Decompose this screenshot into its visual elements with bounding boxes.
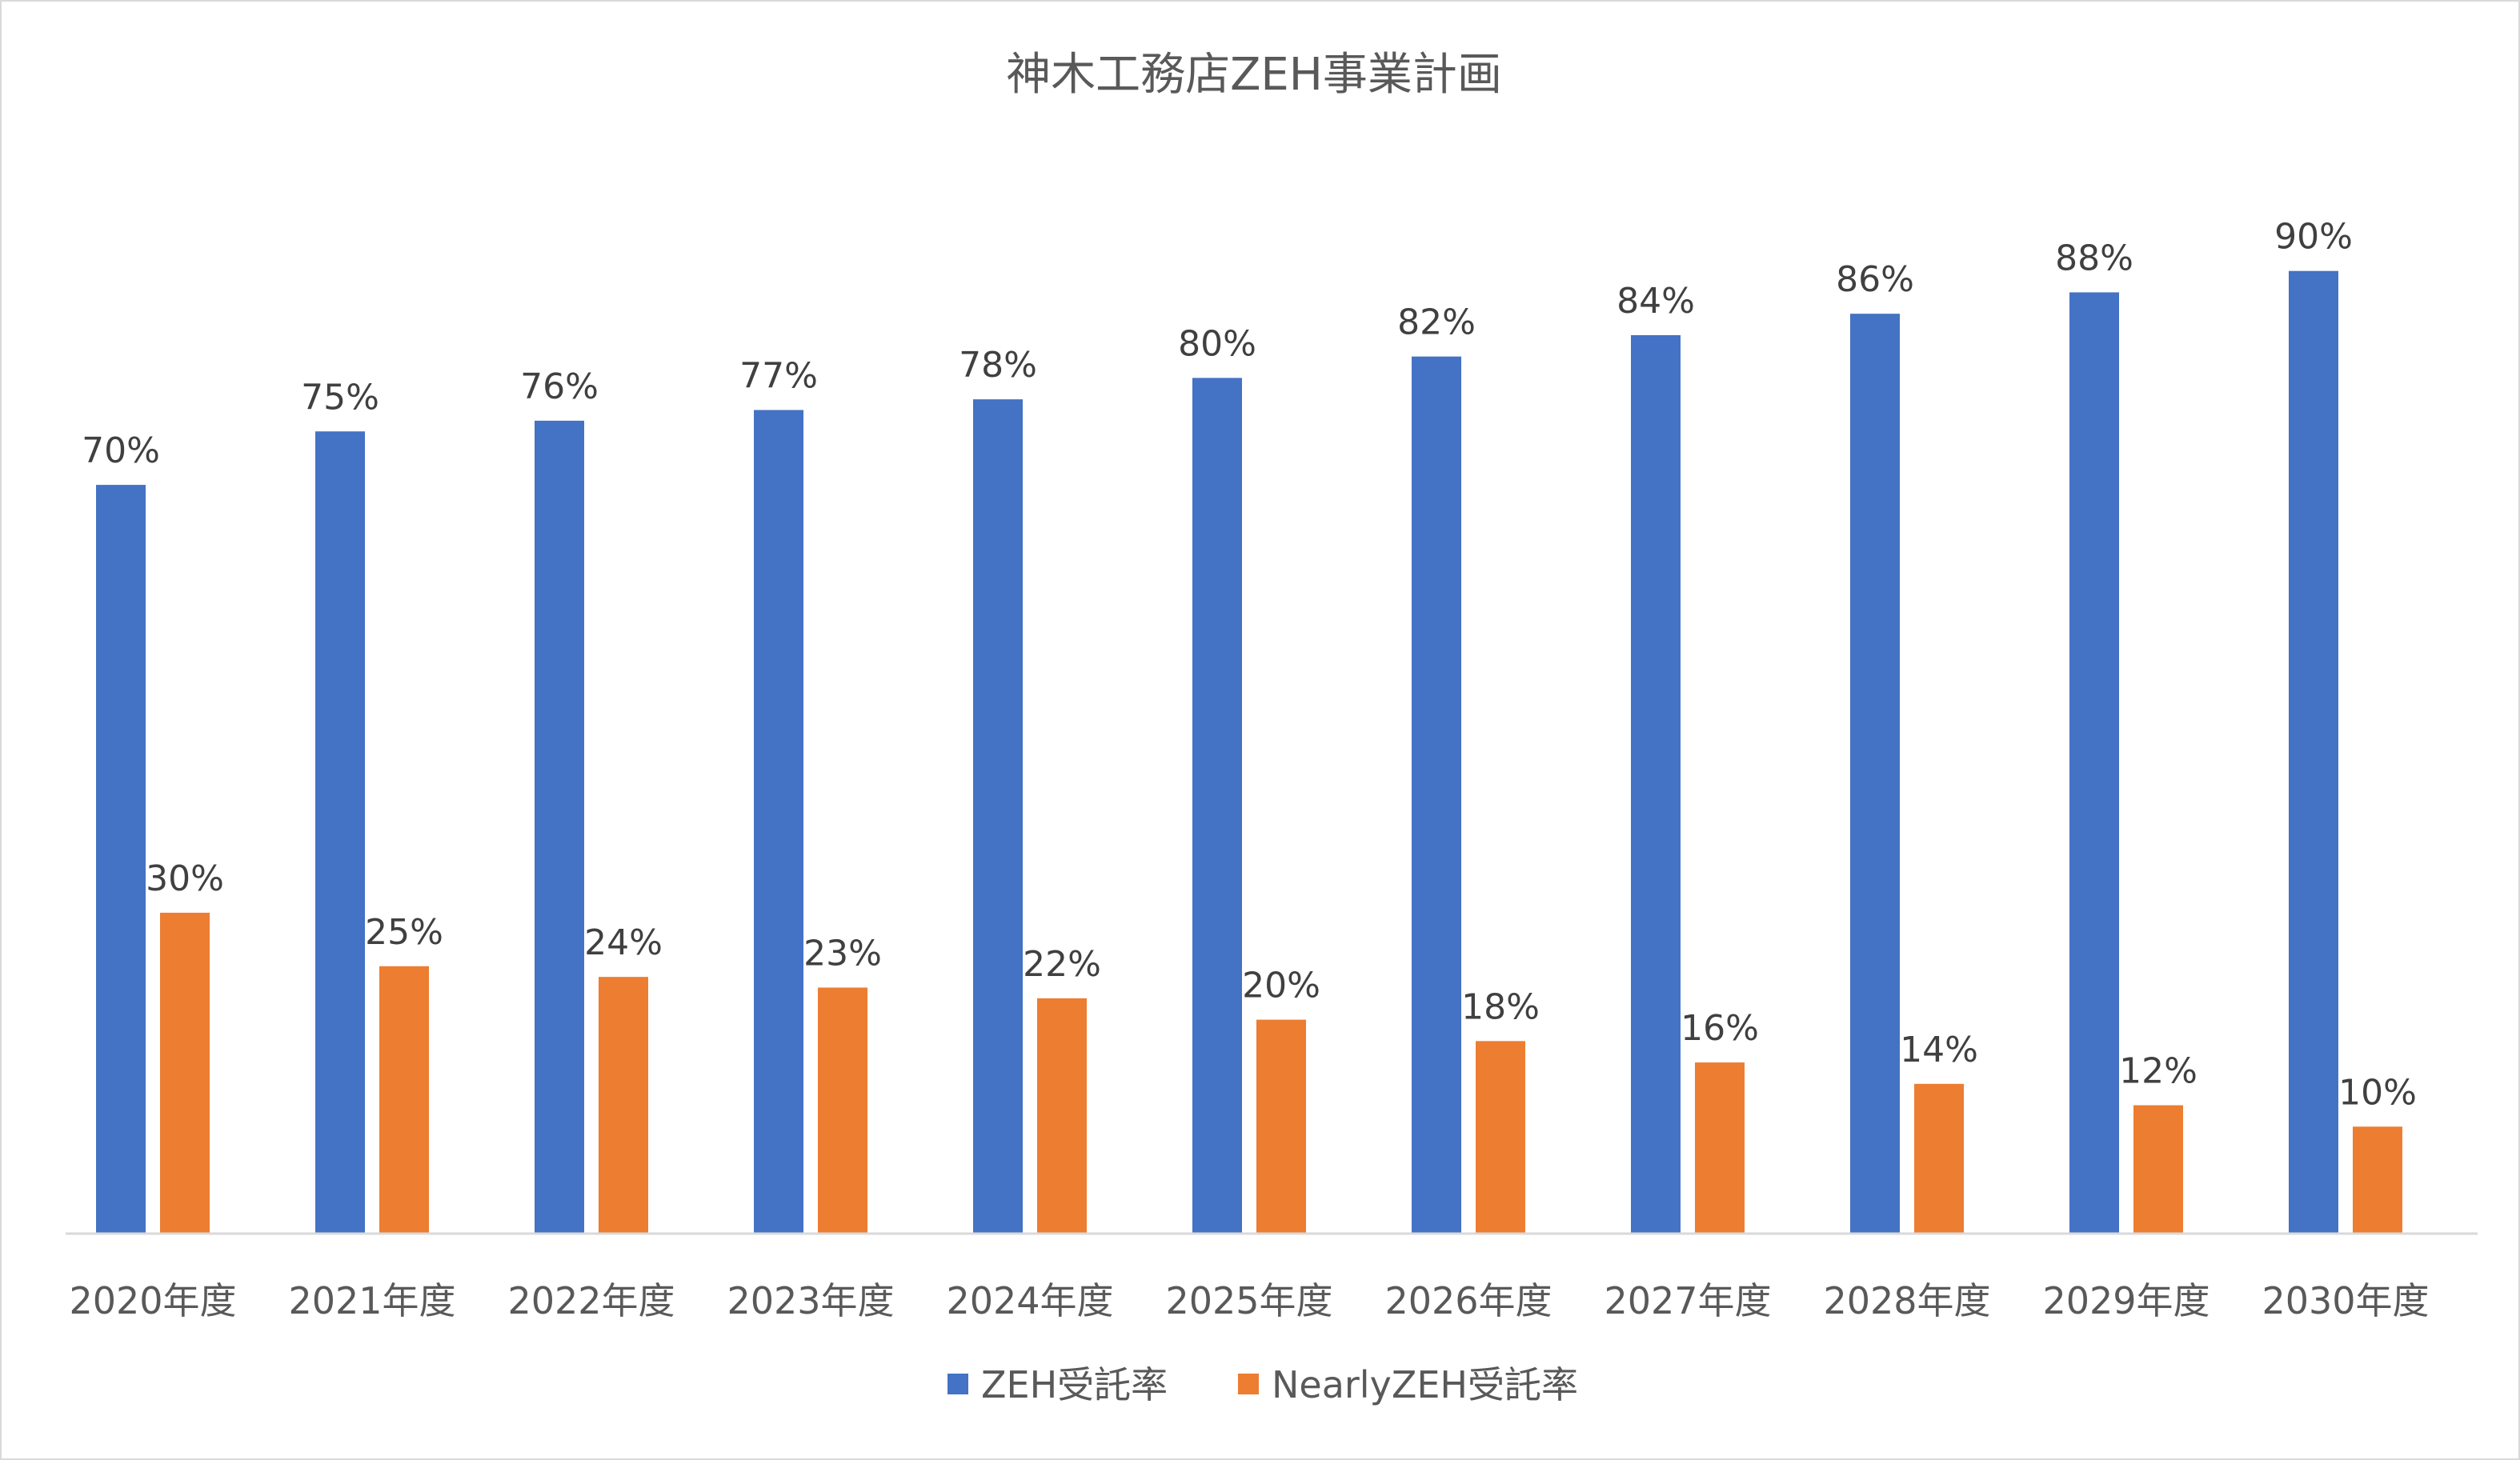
bar-nearlyzeh-0 [160,912,210,1234]
bar-zeh-9 [2069,292,2119,1234]
x-tick-label-10: 2030年度 [2262,1279,2429,1322]
bar-zeh-7 [1631,334,1681,1234]
data-label-nearlyzeh-7: 16% [1681,1008,1759,1049]
x-tick-label-2: 2022年度 [507,1279,675,1322]
bar-nearlyzeh-1 [379,966,429,1234]
data-label-nearlyzeh-0: 30% [146,858,224,899]
data-label-zeh-5: 80% [1178,323,1256,364]
data-label-zeh-3: 77% [739,356,818,397]
x-tick-label-1: 2021年度 [288,1279,455,1322]
data-label-nearlyzeh-5: 20% [1242,966,1320,1006]
bar-nearlyzeh-2 [599,977,648,1234]
bar-zeh-6 [1412,356,1461,1234]
bar-nearlyzeh-10 [2353,1126,2402,1234]
bar-nearlyzeh-3 [818,987,867,1234]
data-label-zeh-9: 88% [2055,238,2133,278]
x-tick-label-9: 2029年度 [2042,1279,2210,1322]
bar-zeh-8 [1850,314,1900,1234]
legend-label-zeh: ZEH受託率 [981,1363,1168,1406]
data-label-nearlyzeh-3: 23% [803,933,882,974]
chart-title: 神木工務店ZEH事業計画 [1006,49,1502,101]
bar-nearlyzeh-6 [1476,1041,1525,1234]
x-tick-labels-layer: 2020年度 2021年度 2022年度 2023年度 2024年度 2025年度 2026… [69,1279,2429,1322]
legend: ZEH受託率 NearlyZEH受託率 [948,1363,1578,1406]
data-label-nearlyzeh-9: 12% [2119,1051,2197,1092]
data-label-nearlyzeh-1: 25% [365,912,443,953]
bar-zeh-5 [1192,378,1242,1234]
data-label-nearlyzeh-8: 14% [1900,1030,1978,1070]
x-tick-label-3: 2023年度 [727,1279,894,1322]
x-tick-label-6: 2026年度 [1384,1279,1552,1322]
x-tick-label-7: 2027年度 [1604,1279,1771,1322]
data-label-zeh-1: 75% [301,377,379,418]
bar-nearlyzeh-7 [1695,1062,1745,1234]
data-label-zeh-7: 84% [1617,281,1695,322]
bar-zeh-4 [973,399,1023,1234]
data-label-zeh-0: 70% [82,430,160,471]
bar-nearlyzeh-8 [1914,1083,1964,1234]
data-label-zeh-2: 76% [520,366,599,407]
data-label-nearlyzeh-6: 18% [1461,986,1540,1027]
x-tick-label-5: 2025年度 [1165,1279,1332,1322]
legend-swatch-nearlyzeh [1238,1374,1259,1394]
x-tick-label-8: 2028年度 [1823,1279,1990,1322]
bars-layer [96,270,2402,1234]
x-tick-label-0: 2020年度 [69,1279,236,1322]
data-label-zeh-6: 82% [1397,302,1476,343]
bar-zeh-2 [535,420,584,1234]
data-label-nearlyzeh-10: 10% [2338,1072,2417,1113]
data-label-nearlyzeh-4: 22% [1023,944,1101,985]
legend-swatch-zeh [948,1374,968,1394]
bar-nearlyzeh-9 [2133,1105,2183,1234]
bar-nearlyzeh-4 [1037,998,1087,1234]
bar-zeh-3 [754,410,803,1234]
data-label-zeh-4: 78% [959,345,1037,386]
data-labels-layer: 70% 75% 76% 77% 78% 80% 82% 84% 86% 88% 90% 30% 25% 2… [82,217,2417,1114]
bar-zeh-0 [96,485,146,1234]
bar-zeh-1 [315,431,365,1234]
data-label-nearlyzeh-2: 24% [584,922,663,963]
x-tick-label-4: 2024年度 [946,1279,1113,1322]
data-label-zeh-8: 86% [1836,259,1914,300]
data-label-zeh-10: 90% [2274,217,2353,258]
bar-zeh-10 [2289,270,2338,1234]
legend-label-nearlyzeh: NearlyZEH受託率 [1272,1363,1578,1406]
bar-nearlyzeh-5 [1256,1019,1306,1234]
